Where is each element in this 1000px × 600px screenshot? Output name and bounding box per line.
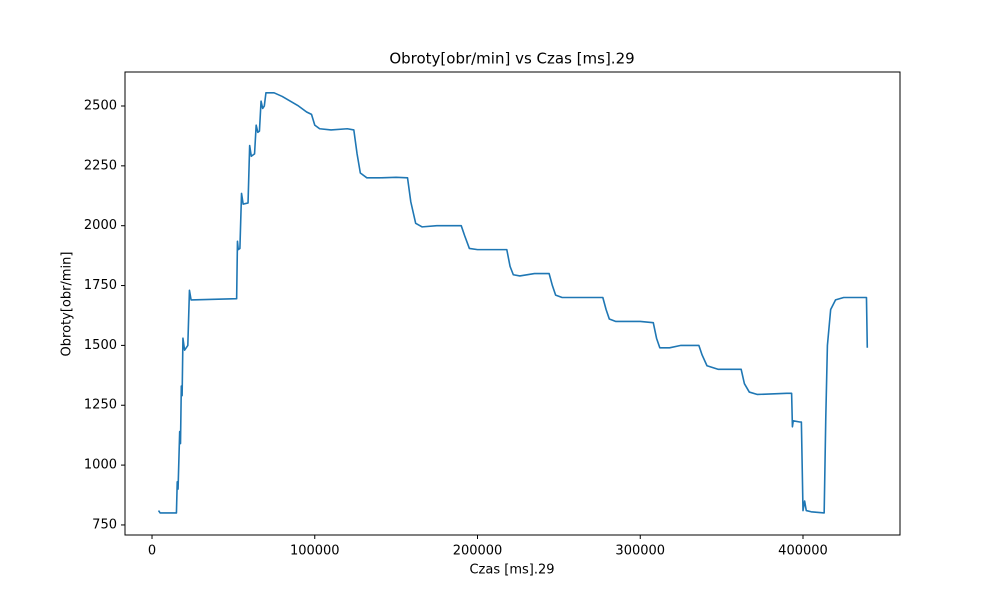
x-tick-label: 400000 bbox=[778, 544, 828, 559]
y-tick-label: 2000 bbox=[84, 218, 117, 233]
y-tick-label: 2250 bbox=[84, 158, 117, 173]
x-tick-label: 0 bbox=[148, 544, 156, 559]
y-tick-label: 1750 bbox=[84, 278, 117, 293]
chart-title: Obroty[obr/min] vs Czas [ms].29 bbox=[389, 50, 634, 68]
data-line bbox=[157, 92, 869, 514]
y-tick-label: 1500 bbox=[84, 338, 117, 353]
y-tick-label: 1000 bbox=[84, 458, 117, 473]
plot-frame bbox=[124, 71, 901, 536]
x-tick-label: 100000 bbox=[290, 544, 340, 559]
y-tick-label: 1250 bbox=[84, 398, 117, 413]
x-axis-label: Czas [ms].29 bbox=[469, 563, 554, 578]
x-tick-label: 300000 bbox=[615, 544, 665, 559]
y-tick-label: 2500 bbox=[84, 98, 117, 113]
y-tick-label: 750 bbox=[92, 517, 117, 532]
y-axis-label: Obroty[obr/min] bbox=[60, 252, 75, 357]
x-tick-label: 200000 bbox=[453, 544, 503, 559]
